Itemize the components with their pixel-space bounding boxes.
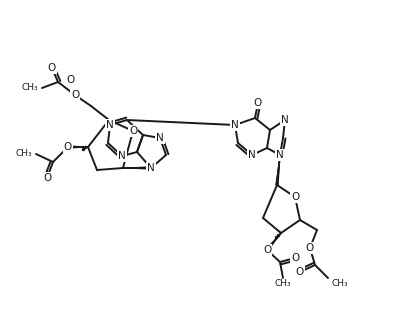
Text: O: O [64,142,72,152]
Text: N: N [231,120,239,130]
Text: N: N [281,115,289,125]
Text: N: N [147,163,155,173]
Text: N: N [248,150,256,160]
Text: O: O [71,90,79,100]
Text: O: O [296,267,304,277]
Text: O: O [66,75,74,85]
Text: O: O [254,98,262,108]
Text: O: O [306,243,314,253]
Text: CH₃: CH₃ [16,149,32,158]
Text: O: O [129,126,137,136]
Text: O: O [43,173,51,183]
Polygon shape [68,146,88,148]
Text: N: N [118,151,126,161]
Text: CH₃: CH₃ [21,83,38,92]
Text: N: N [276,150,284,160]
Text: N: N [106,120,114,130]
Text: O: O [48,63,56,73]
Polygon shape [123,166,151,169]
Text: O: O [291,192,299,202]
Text: O: O [263,245,271,255]
Polygon shape [276,155,280,185]
Text: CH₃: CH₃ [332,280,349,289]
Text: N: N [156,133,164,143]
Polygon shape [266,233,281,251]
Text: CH₃: CH₃ [275,280,291,289]
Text: O: O [291,253,299,263]
